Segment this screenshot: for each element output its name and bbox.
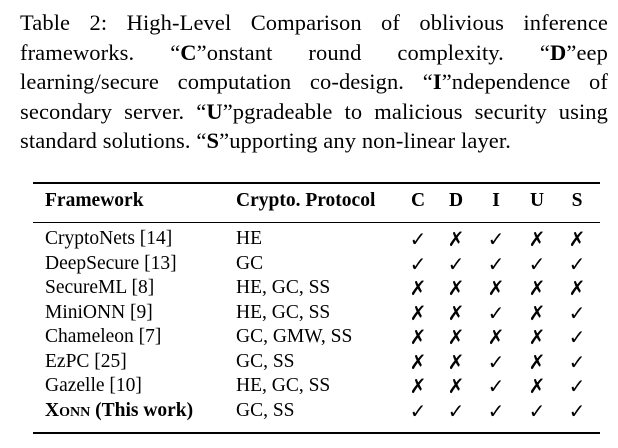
caption-item-i: “I”ndependence of secondary server.: [20, 69, 608, 124]
cross-icon-d: ✗: [447, 227, 465, 251]
check-icon-s: ✓: [568, 301, 586, 325]
caption-text-d: eep learning/secure computation co-desig…: [20, 39, 608, 95]
check-icon-d: ✓: [447, 399, 465, 423]
table-row-protocol: GC, GMW, SS: [236, 326, 353, 347]
cross-icon-u: ✗: [528, 374, 546, 398]
header-d: D: [448, 190, 464, 211]
cross-icon-c: ✗: [409, 350, 427, 374]
check-icon-i: ✓: [487, 350, 505, 374]
cross-icon-i: ✗: [487, 276, 505, 300]
cross-icon-u: ✗: [528, 276, 546, 300]
caption-title: High-Level Comparison of oblivious infer…: [20, 10, 608, 65]
cross-icon-u: ✗: [528, 301, 546, 325]
cross-icon-d: ✗: [447, 350, 465, 374]
caption-label: Table 2:: [20, 10, 108, 35]
header-s: S: [571, 190, 583, 211]
cross-icon-d: ✗: [447, 374, 465, 398]
check-icon-u: ✓: [528, 399, 546, 423]
table-row-protocol: HE, GC, SS: [236, 302, 331, 323]
check-icon-s: ✓: [568, 399, 586, 423]
check-icon-s: ✓: [568, 325, 586, 349]
cross-icon-d: ✗: [447, 276, 465, 300]
caption-text-u: pgradeable to malicious security using s…: [20, 98, 608, 154]
cross-icon-c: ✗: [409, 276, 427, 300]
check-icon-s: ✓: [568, 252, 586, 276]
table-row-framework: CryptoNets [14]: [45, 228, 173, 249]
caption-text-s: upporting any non-linear layer.: [229, 128, 511, 154]
table-bottom-rule: [33, 432, 600, 434]
caption-key-u: U: [206, 98, 223, 124]
table-row-framework: Gazelle [10]: [45, 375, 142, 396]
cross-icon-c: ✗: [409, 374, 427, 398]
caption-key-i: I: [432, 69, 442, 95]
header-i: I: [492, 190, 500, 211]
table-row-framework: SecureML [8]: [45, 277, 155, 298]
cross-icon-u: ✗: [528, 227, 546, 251]
check-icon-c: ✓: [409, 399, 427, 423]
table-row-protocol: HE: [236, 228, 262, 249]
cross-icon-s: ✗: [568, 276, 586, 300]
cross-icon-u: ✗: [528, 325, 546, 349]
check-icon-i: ✓: [487, 399, 505, 423]
cross-icon-d: ✗: [447, 325, 465, 349]
check-icon-u: ✓: [528, 252, 546, 276]
table-top-rule: [33, 182, 600, 184]
cross-icon-u: ✗: [528, 350, 546, 374]
check-icon-i: ✓: [487, 301, 505, 325]
table-row-framework: Xonn (This work): [45, 400, 194, 421]
check-icon-s: ✓: [568, 374, 586, 398]
caption-key-c: C: [180, 39, 197, 65]
caption-key-d: D: [550, 39, 567, 65]
check-icon-i: ✓: [487, 227, 505, 251]
cross-icon-i: ✗: [487, 325, 505, 349]
caption-text-i: ndependence of secondary server.: [20, 69, 608, 124]
caption-item-u: “U”pgradeable to malicious security usin…: [20, 98, 608, 154]
check-icon-s: ✓: [568, 350, 586, 374]
table-caption: Table 2: High-Level Comparison of oblivi…: [20, 8, 608, 156]
table-row-protocol: GC, SS: [236, 400, 295, 421]
table-row-protocol: HE, GC, SS: [236, 375, 331, 396]
cross-icon-c: ✗: [409, 325, 427, 349]
header-u: U: [529, 190, 545, 211]
caption-text-c: onstant round complexity.: [206, 39, 504, 65]
check-icon-i: ✓: [487, 374, 505, 398]
check-icon-c: ✓: [409, 227, 427, 251]
caption-item-s: “S”upporting any non-linear layer.: [196, 128, 511, 154]
caption-key-s: S: [206, 128, 220, 154]
header-protocol: Crypto. Protocol: [236, 190, 376, 211]
cross-icon-c: ✗: [409, 301, 427, 325]
table-row-framework: MiniONN [9]: [45, 302, 153, 323]
caption-item-d: “D”eep learning/secure computation co-de…: [20, 39, 608, 95]
table-row-protocol: GC, SS: [236, 351, 295, 372]
caption-item-c: “C”onstant round complexity.: [170, 39, 504, 65]
check-icon-d: ✓: [447, 252, 465, 276]
check-icon-c: ✓: [409, 252, 427, 276]
table-row-framework: Chameleon [7]: [45, 326, 162, 347]
table-row-protocol: HE, GC, SS: [236, 277, 331, 298]
cross-icon-s: ✗: [568, 227, 586, 251]
table-row-framework: EzPC [25]: [45, 351, 127, 372]
cross-icon-d: ✗: [447, 301, 465, 325]
header-framework: Framework: [45, 190, 144, 211]
table-header-rule: [33, 222, 600, 223]
table-row-framework: DeepSecure [13]: [45, 253, 177, 274]
header-c: C: [410, 190, 426, 211]
table-row-protocol: GC: [236, 253, 264, 274]
check-icon-i: ✓: [487, 252, 505, 276]
